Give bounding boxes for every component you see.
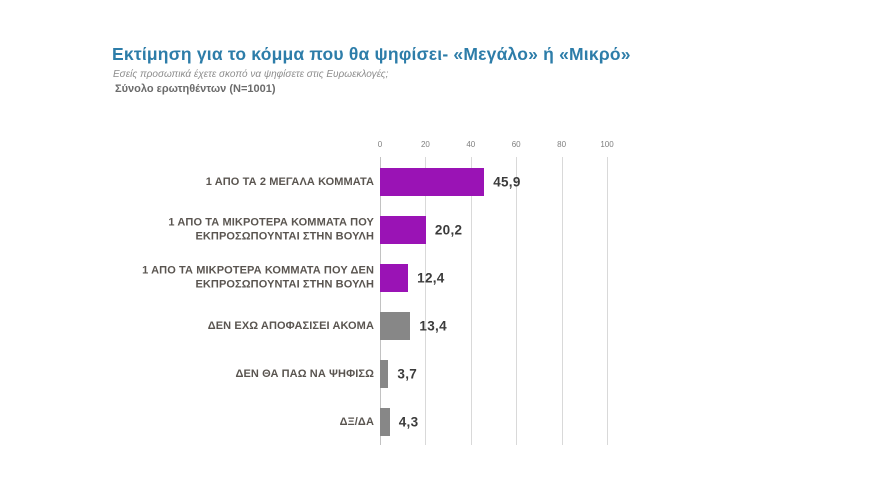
sample-size-note: Σύνολο ερωτηθέντων (N=1001): [115, 83, 276, 95]
category-label: 1 ΑΠΟ ΤΑ 2 ΜΕΓΑΛΑ ΚΟΜΜΑΤΑ: [205, 175, 374, 188]
x-axis-tick-label: 80: [557, 140, 567, 149]
gridline: [607, 157, 608, 445]
bar: [380, 216, 426, 244]
x-axis-tick-label: 60: [511, 140, 521, 149]
category-label: 1 ΑΠΟ ΤΑ ΜΙΚΡΟΤΕΡΑ ΚΟΜΜΑΤΑ ΠΟΥ ΔΕΝ ΕΚΠΡΟ…: [142, 264, 374, 291]
bar: [380, 168, 485, 196]
value-label: 4,3: [398, 414, 419, 430]
category-label: ΔΕΝ ΕΧΩ ΑΠΟΦΑΣΙΣΕΙ ΑΚΟΜΑ: [207, 319, 374, 332]
category-label: 1 ΑΠΟ ΤΑ ΜΙΚΡΟΤΕΡΑ ΚΟΜΜΑΤΑ ΠΟΥ ΕΚΠΡΟΣΩΠΟ…: [168, 216, 374, 243]
value-label: 45,9: [493, 174, 521, 190]
x-axis-tick-label: 100: [600, 140, 614, 149]
x-axis-tick-label: 0: [377, 140, 383, 149]
value-label: 20,2: [434, 222, 463, 238]
category-label: ΔΞ/ΔΑ: [339, 415, 374, 428]
bar: [380, 264, 409, 292]
survey-question: Εσείς προσωπικά έχετε σκοπό να ψηφίσετε …: [113, 69, 389, 80]
x-axis-tick-label: 20: [420, 140, 430, 149]
gridline: [561, 157, 563, 445]
gridline: [470, 157, 472, 445]
value-label: 3,7: [397, 366, 418, 382]
category-label: ΔΕΝ ΘΑ ΠΑΩ ΝΑ ΨΗΦΙΣΩ: [235, 367, 374, 380]
x-axis-tick-label: 40: [466, 140, 476, 149]
gridline: [425, 157, 427, 445]
gridline: [380, 157, 381, 445]
page-title: Εκτίμηση για το κόμμα που θα ψηφίσει- «Μ…: [112, 44, 631, 64]
bar: [380, 312, 411, 340]
value-label: 13,4: [419, 318, 447, 334]
bar: [380, 360, 389, 388]
bar: [380, 408, 390, 436]
value-label: 12,4: [417, 270, 445, 286]
gridline: [516, 157, 518, 445]
